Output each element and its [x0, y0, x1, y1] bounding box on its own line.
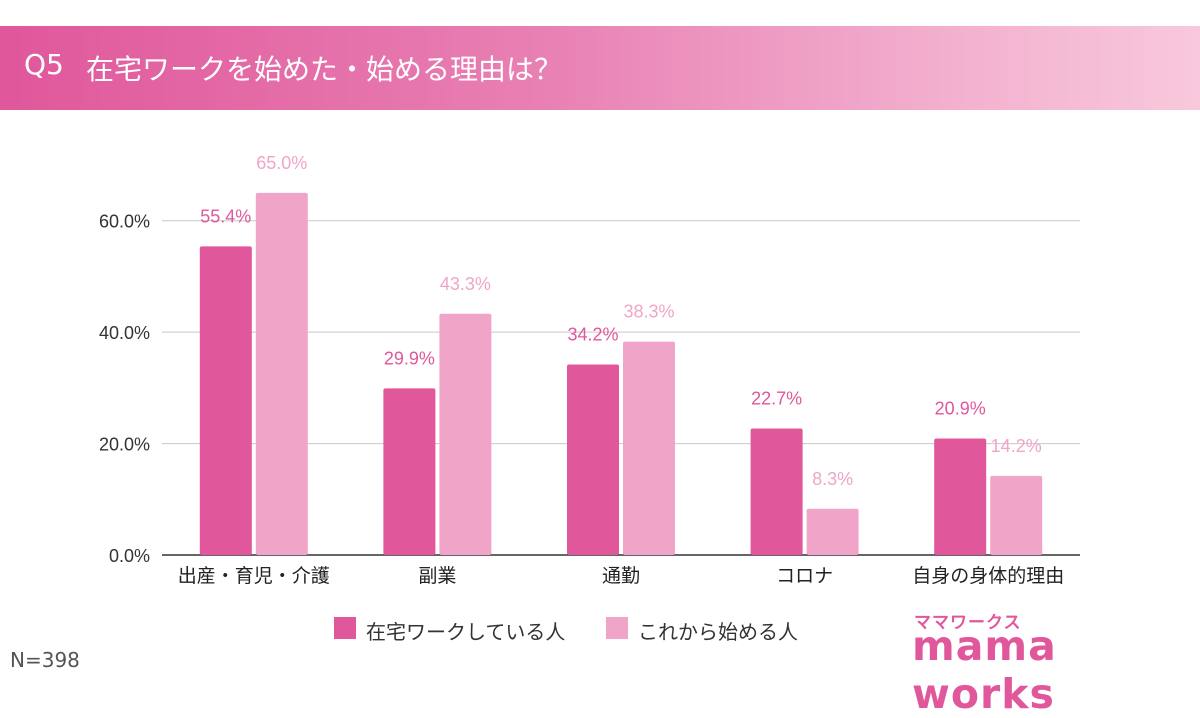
y-tick-label: 0.0% — [109, 546, 150, 566]
x-category-label: 出産・育児・介護 — [178, 565, 330, 587]
title-banner: Q5 在宅ワークを始めた・始める理由は？ — [0, 26, 1200, 110]
bar-future — [439, 313, 492, 555]
legend-label-future: これから始める人 — [638, 620, 798, 644]
y-tick-label: 20.0% — [99, 435, 150, 455]
x-category-label: コロナ — [776, 565, 833, 587]
data-label: 34.2% — [567, 324, 618, 344]
bar-future — [255, 192, 308, 555]
data-label: 14.2% — [991, 436, 1042, 456]
x-category-label: 自身の身体的理由 — [912, 565, 1064, 587]
bar-future — [806, 508, 859, 555]
data-label: 20.9% — [935, 399, 986, 419]
logo-subtitle: ママワークス — [914, 613, 1022, 633]
logo: mama works — [912, 622, 1057, 718]
data-label: 55.4% — [200, 206, 251, 226]
data-label: 43.3% — [440, 274, 491, 294]
bar-current — [199, 246, 252, 556]
question-number: Q5 — [24, 48, 64, 81]
y-tick-label: 60.0% — [99, 212, 150, 232]
x-category-label: 副業 — [418, 565, 456, 587]
bar-current — [934, 438, 987, 555]
question-title: 在宅ワークを始めた・始める理由は？ — [86, 53, 563, 86]
data-label: 29.9% — [384, 348, 435, 368]
legend-label-current: 在宅ワークしている人 — [366, 620, 566, 644]
data-label: 65.0% — [256, 153, 307, 173]
data-label: 8.3% — [812, 469, 853, 489]
bar-current — [750, 428, 803, 555]
sample-size: N=398 — [10, 648, 80, 672]
data-label: 38.3% — [623, 302, 674, 322]
bar-future — [990, 475, 1043, 555]
bar-current — [567, 364, 619, 555]
bar-chart: 0.0% 20.0% 40.0% 60.0% 55.4% 65.0% 出産・育児・介護 29.… — [99, 153, 1080, 587]
data-label: 22.7% — [751, 389, 802, 409]
legend-swatch-future — [606, 617, 628, 639]
y-tick-label: 40.0% — [99, 323, 150, 343]
x-category-label: 通勤 — [602, 565, 640, 587]
bar-current — [383, 388, 436, 555]
bar-future — [623, 341, 675, 555]
legend-swatch-current — [334, 617, 356, 639]
